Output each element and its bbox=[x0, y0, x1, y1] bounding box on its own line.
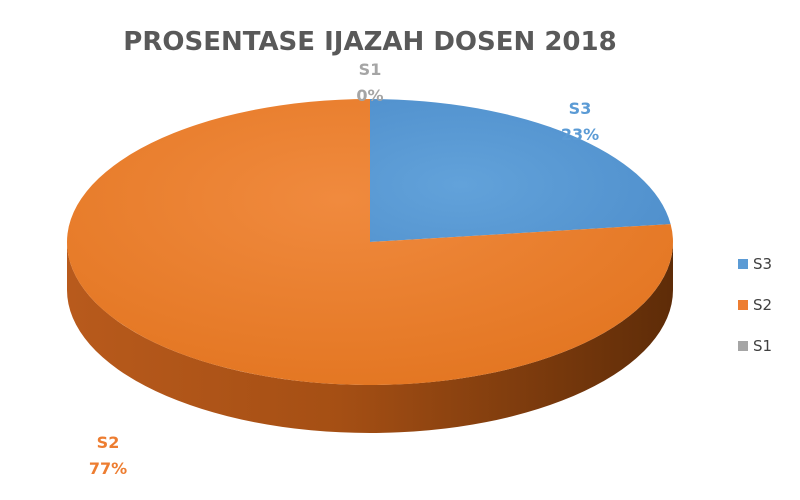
legend: S3 S2 S1 bbox=[738, 255, 772, 355]
data-labels: S3 23% S2 77% S1 0% bbox=[89, 60, 599, 478]
legend-label-s3: S3 bbox=[753, 255, 772, 273]
pie-slice-s3 bbox=[370, 99, 671, 242]
data-label-s1-name: S1 bbox=[359, 60, 382, 79]
data-label-s3-name: S3 bbox=[569, 99, 592, 118]
legend-swatch-s1 bbox=[738, 341, 748, 351]
pie-slice-s2 bbox=[67, 99, 674, 385]
legend-label-s1: S1 bbox=[753, 337, 772, 355]
data-label-s2-percent: 77% bbox=[89, 459, 127, 478]
chart-title: PROSENTASE IJAZAH DOSEN 2018 bbox=[123, 27, 616, 57]
legend-swatch-s3 bbox=[738, 259, 748, 269]
data-label-s1-percent: 0% bbox=[356, 86, 383, 105]
pie-plot-area bbox=[67, 99, 674, 433]
pie-side-wall bbox=[67, 242, 673, 433]
legend-item-s3: S3 bbox=[738, 255, 772, 273]
data-label-s3-percent: 23% bbox=[561, 125, 599, 144]
legend-item-s2: S2 bbox=[738, 296, 772, 314]
legend-swatch-s2 bbox=[738, 300, 748, 310]
legend-item-s1: S1 bbox=[738, 337, 772, 355]
legend-label-s2: S2 bbox=[753, 296, 772, 314]
data-label-s2-name: S2 bbox=[97, 433, 120, 452]
